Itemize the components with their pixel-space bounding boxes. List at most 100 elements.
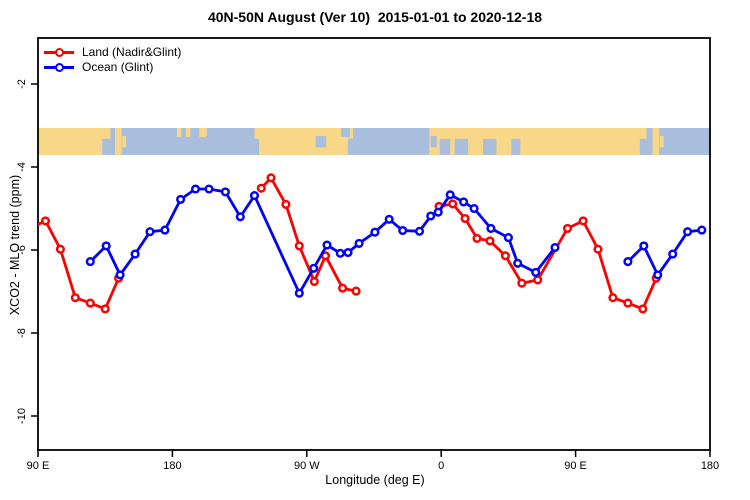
- series-group: [27, 173, 707, 314]
- map-strip-ocean-patch: [483, 138, 497, 155]
- data-point: [683, 227, 693, 237]
- data-point: [70, 293, 80, 303]
- map-strip-ocean-patch: [430, 136, 437, 148]
- data-point: [503, 233, 513, 243]
- data-point: [639, 241, 649, 251]
- data-point: [533, 275, 543, 285]
- map-strip-ocean-patch: [254, 138, 260, 155]
- land-series-marker-icon: [44, 47, 74, 58]
- data-point: [335, 248, 345, 258]
- map-strip-ocean-patch: [439, 138, 451, 155]
- data-point: [486, 223, 496, 233]
- map-strip-land-segment: [254, 127, 354, 155]
- legend-item-ocean: Ocean (Glint): [44, 60, 181, 75]
- data-point: [433, 207, 443, 217]
- data-point: [27, 225, 34, 232]
- data-point: [653, 270, 663, 280]
- y-axis-tick-label: -4: [16, 162, 28, 172]
- map-strip-ocean-patch: [347, 138, 354, 155]
- map-strip-land-segment: [114, 127, 122, 155]
- x-axis-tick-label: 0: [438, 460, 444, 472]
- x-axis-tick-label: 180: [701, 460, 719, 472]
- data-point: [235, 212, 245, 222]
- y-axis-tick-label: -10: [16, 408, 28, 424]
- world-map-strip: [38, 127, 710, 155]
- data-point: [101, 241, 111, 251]
- data-point: [593, 244, 603, 254]
- data-point: [176, 194, 186, 204]
- plot-border: [37, 37, 711, 451]
- data-point: [562, 223, 573, 233]
- data-point: [623, 257, 633, 267]
- map-strip-ocean-patch: [454, 138, 469, 155]
- series-line: [626, 228, 702, 277]
- data-point: [85, 298, 95, 308]
- data-point: [398, 225, 408, 236]
- data-point: [513, 258, 523, 268]
- data-point: [204, 184, 214, 194]
- data-point: [294, 288, 304, 298]
- data-point: [472, 233, 482, 243]
- data-point: [384, 214, 394, 224]
- data-point: [256, 183, 266, 193]
- data-point: [354, 238, 364, 248]
- data-point: [608, 293, 618, 303]
- data-point: [697, 225, 707, 235]
- data-point: [294, 241, 304, 251]
- y-axis-tick-label: -6: [16, 245, 28, 255]
- data-point: [115, 270, 125, 280]
- data-point: [578, 216, 588, 226]
- data-point: [220, 187, 230, 197]
- data-point: [531, 267, 541, 277]
- map-strip-ocean-patch: [315, 136, 327, 148]
- data-point: [145, 227, 155, 237]
- y-axis-title: XCO2 - MLO trend (ppm): [8, 174, 22, 316]
- legend-item-land: Land (Nadir&Glint): [44, 45, 181, 60]
- data-point: [460, 213, 470, 224]
- x-axis-title: Longitude (deg E): [325, 473, 425, 487]
- x-axis-tick-label: 180: [163, 460, 181, 472]
- data-point: [343, 247, 353, 258]
- data-point: [281, 199, 291, 209]
- data-point: [351, 286, 361, 296]
- data-point: [40, 216, 51, 226]
- map-strip-land-patch: [176, 127, 182, 137]
- y-axis-tick-label: -8: [16, 328, 28, 338]
- data-point: [130, 249, 140, 259]
- data-point: [517, 278, 527, 288]
- data-point: [322, 240, 332, 250]
- y-axis-tick-label: -2: [16, 79, 28, 89]
- ocean-series: [85, 184, 707, 298]
- data-point: [459, 197, 469, 207]
- data-point: [623, 298, 633, 308]
- map-strip-ocean-patch: [511, 138, 521, 155]
- map-strip-ocean-patch: [102, 138, 111, 155]
- data-point: [190, 184, 201, 194]
- legend: Land (Nadir&Glint) Ocean (Glint): [44, 45, 181, 75]
- ocean-series-marker-icon: [44, 62, 74, 73]
- data-point: [249, 191, 260, 201]
- data-point: [338, 283, 348, 293]
- chart-title: 40N-50N August (Ver 10) 2015-01-01 to 20…: [207, 9, 543, 25]
- map-strip-ocean-patch: [341, 127, 351, 137]
- map-strip-land-patch: [659, 136, 664, 148]
- map-strip-land-patch: [185, 127, 191, 137]
- map-strip-land-segment: [652, 127, 660, 155]
- data-point: [160, 225, 170, 235]
- x-axis-tick-label: 90 E: [564, 460, 587, 472]
- data-point: [309, 276, 319, 287]
- data-point: [469, 203, 479, 214]
- data-point: [370, 227, 380, 237]
- data-point: [668, 249, 678, 259]
- x-axis-tick-label: 90 W: [294, 460, 320, 472]
- data-point: [638, 304, 648, 314]
- axes: 90 E 180 90 W 0 90 E 180 -2 -4 -6 -8 -10: [16, 79, 719, 472]
- map-strip-ocean-patch: [639, 138, 647, 155]
- series-line: [260, 176, 357, 293]
- data-point: [448, 199, 458, 209]
- data-point: [500, 251, 510, 261]
- data-point: [550, 242, 560, 253]
- data-point: [426, 211, 436, 221]
